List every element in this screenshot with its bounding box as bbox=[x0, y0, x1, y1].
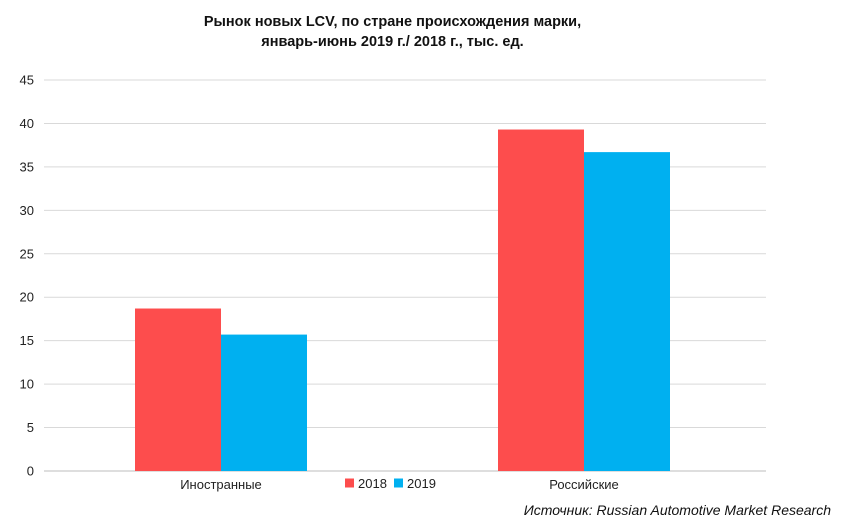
y-tick-label: 25 bbox=[20, 246, 34, 261]
bars bbox=[135, 129, 670, 471]
bar-2019-1 bbox=[221, 334, 307, 471]
legend: 2018 2019 bbox=[345, 476, 436, 491]
legend-swatch-2018 bbox=[345, 478, 354, 488]
x-axis-category-labels: Иностранные Российские bbox=[180, 477, 619, 492]
chart-title-line-2: январь-июнь 2019 г./ 2018 г., тыс. ед. bbox=[261, 34, 524, 50]
y-axis-tick-labels: 0 5 10 15 20 25 30 35 40 45 bbox=[20, 73, 34, 479]
y-tick-label: 45 bbox=[20, 73, 34, 88]
y-tick-label: 10 bbox=[20, 377, 34, 392]
legend-label-2018: 2018 bbox=[358, 476, 387, 491]
chart-title-line-1: Рынок новых LCV, по стране происхождения… bbox=[203, 14, 582, 30]
x-category-label: Российские bbox=[549, 477, 619, 492]
source-note: Источник: Russian Automotive Market Rese… bbox=[524, 502, 831, 518]
source-prefix: Источник: bbox=[523, 502, 593, 518]
y-tick-label: 20 bbox=[20, 290, 34, 305]
y-tick-label: 35 bbox=[20, 159, 34, 174]
x-category-label: Иностранные bbox=[180, 477, 262, 492]
y-tick-label: 15 bbox=[20, 333, 34, 348]
y-tick-label: 40 bbox=[20, 116, 34, 131]
y-tick-label: 30 bbox=[20, 203, 34, 218]
bar-2018-1 bbox=[135, 308, 221, 471]
source-text: Russian Automotive Market Research bbox=[592, 502, 831, 518]
y-tick-label: 5 bbox=[27, 420, 34, 435]
legend-swatch-2019 bbox=[394, 478, 403, 488]
bar-2019-2 bbox=[584, 152, 670, 471]
bar-2018-2 bbox=[498, 129, 584, 471]
legend-label-2019: 2019 bbox=[407, 476, 436, 491]
y-tick-label: 0 bbox=[27, 464, 34, 479]
chart-title: Рынок новых LCV, по стране происхождения… bbox=[0, 12, 785, 52]
